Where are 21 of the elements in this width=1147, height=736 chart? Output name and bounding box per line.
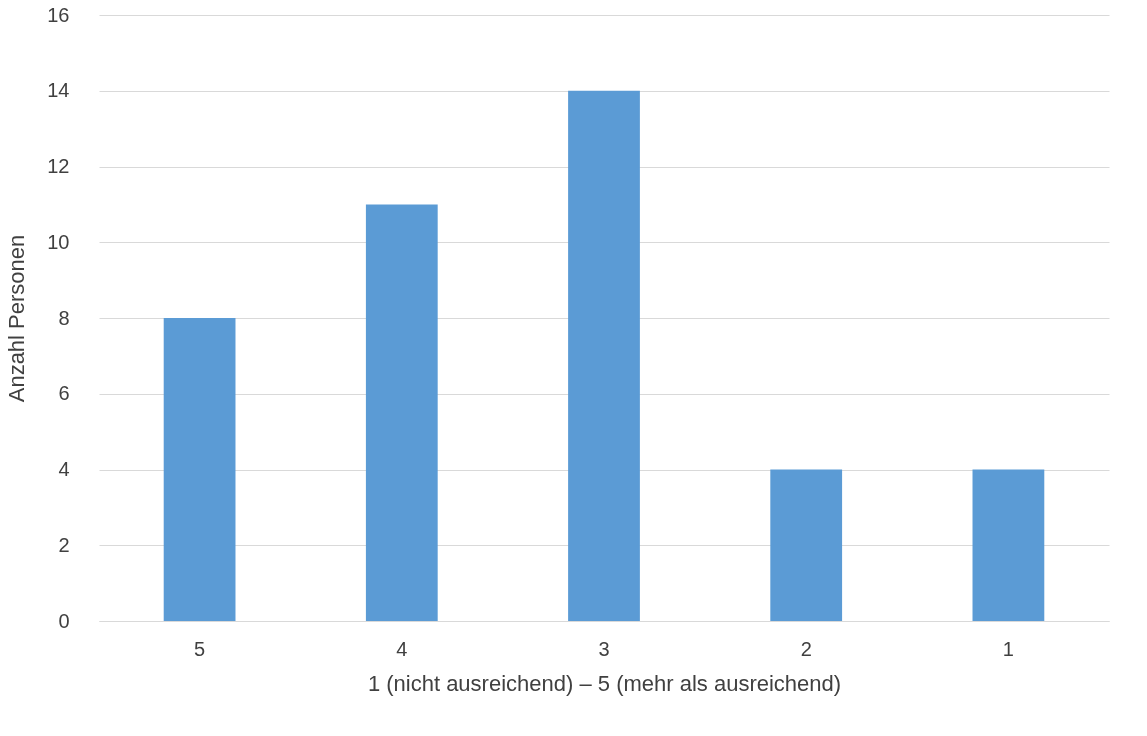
y-axis-title: Anzahl Personen (4, 234, 30, 403)
y-tick-label: 0 (58, 609, 70, 632)
x-tick-label: 1 (1002, 637, 1014, 660)
bar (770, 469, 843, 621)
x-tick-label: 3 (598, 637, 610, 660)
x-tick-label: 4 (396, 637, 408, 660)
y-tick-label: 6 (58, 382, 70, 405)
y-tick-label: 8 (58, 306, 70, 329)
y-tick-label: 2 (58, 533, 70, 556)
y-tick-label: 12 (47, 155, 70, 177)
y-tick-label: 4 (58, 458, 70, 480)
y-tick-label: 16 (47, 3, 70, 26)
x-tick-label: 2 (800, 637, 812, 660)
y-tick-label: 14 (47, 79, 70, 102)
bar (568, 90, 640, 621)
bar (972, 469, 1045, 621)
bar (163, 318, 236, 621)
x-axis-title: 1 (nicht ausreichend) – 5 (mehr als ausreichend) (367, 670, 842, 696)
y-tick-label: 10 (47, 230, 70, 253)
bar (365, 204, 438, 621)
x-tick-label: 5 (194, 637, 206, 660)
